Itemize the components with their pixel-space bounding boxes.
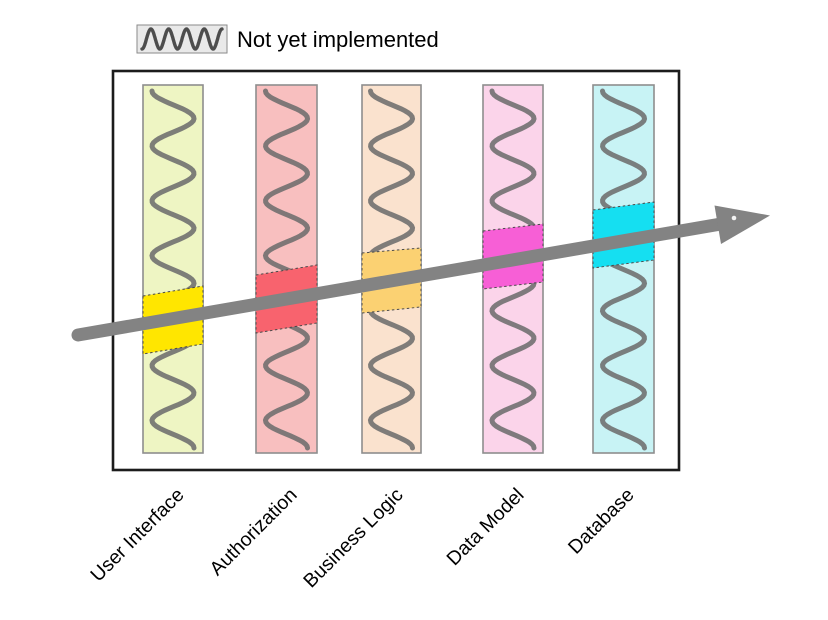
arrow-shaft bbox=[71, 218, 725, 342]
arrow-head-icon bbox=[714, 205, 770, 244]
legend: Not yet implemented bbox=[136, 24, 439, 54]
layer-label-database: Database bbox=[564, 484, 639, 559]
arrow-head-dot bbox=[731, 215, 737, 221]
layer-column-database bbox=[592, 84, 655, 454]
layer-column-user-interface bbox=[142, 84, 204, 454]
layer-label-authorization: Authorization bbox=[205, 484, 301, 580]
layer-label-user-interface: User Interface bbox=[86, 484, 188, 586]
layer-labels: User Interface Authorization Business Lo… bbox=[86, 484, 638, 592]
layer-label-business-logic: Business Logic bbox=[299, 484, 407, 592]
squiggle-icon bbox=[140, 27, 224, 51]
not-implemented-squiggle bbox=[149, 88, 197, 451]
legend-label: Not yet implemented bbox=[237, 27, 439, 52]
vertical-slice-arrow bbox=[71, 205, 770, 342]
not-implemented-squiggle bbox=[599, 88, 648, 451]
layer-column-business-logic bbox=[361, 84, 422, 454]
layer-column-authorization bbox=[255, 84, 318, 454]
layer-label-data-model: Data Model bbox=[442, 484, 528, 570]
